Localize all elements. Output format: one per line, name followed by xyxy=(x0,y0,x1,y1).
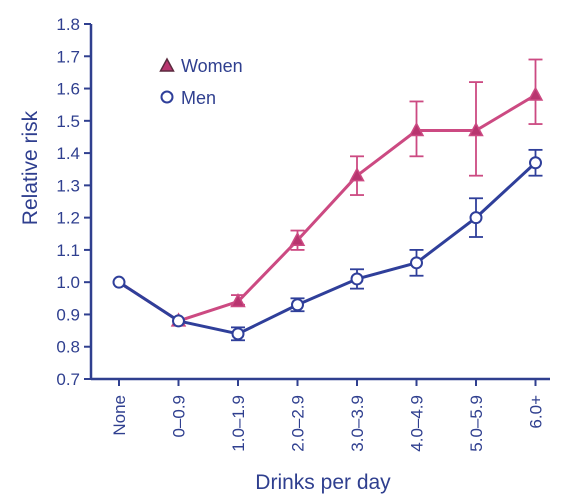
plot-area xyxy=(112,58,544,342)
men-data-point xyxy=(469,211,483,225)
y-tick-label: 1.3 xyxy=(56,176,80,195)
legend-item-men: Men xyxy=(160,88,216,108)
y-tick-label: 1.5 xyxy=(56,112,80,131)
x-tick-label: 5.0–5.9 xyxy=(467,395,486,452)
y-tick-label: 1.7 xyxy=(56,47,80,66)
y-axis-title: Relative risk xyxy=(19,110,42,225)
women-data-point xyxy=(230,292,246,308)
men-series xyxy=(112,148,543,342)
y-tick-label: 1.0 xyxy=(56,273,80,292)
y-tick-label: 1.4 xyxy=(56,144,80,163)
women-data-point xyxy=(349,167,365,182)
women-data-point xyxy=(408,121,425,137)
women-data-point xyxy=(289,231,306,246)
women-series xyxy=(118,58,544,327)
men-data-point xyxy=(112,275,126,289)
women-data-point xyxy=(468,121,484,137)
legend-label-men: Men xyxy=(181,88,216,108)
y-tick-label: 1.2 xyxy=(56,209,80,228)
y-tick-label: 1.8 xyxy=(56,15,80,34)
legend: Women Men xyxy=(159,56,243,108)
men-data-point xyxy=(410,256,423,270)
women-triangle-icon xyxy=(159,57,175,72)
x-tick-label: 4.0–4.9 xyxy=(408,395,427,452)
y-tick-label: 1.6 xyxy=(56,80,80,99)
men-data-point xyxy=(529,156,542,170)
y-tick-label: 0.8 xyxy=(56,338,80,357)
legend-label-women: Women xyxy=(181,56,243,76)
men-data-point xyxy=(172,314,185,328)
x-tick-label: 3.0–3.9 xyxy=(348,395,367,452)
x-tick-label: None xyxy=(110,395,129,436)
y-tick-label: 0.9 xyxy=(56,305,80,324)
women-line xyxy=(118,93,537,323)
x-axis-title: Drinks per day xyxy=(255,471,391,494)
women-data-point xyxy=(527,86,544,101)
legend-item-women: Women xyxy=(159,56,243,76)
men-data-point xyxy=(291,298,304,312)
x-tick-label: 1.0–1.9 xyxy=(229,395,248,452)
x-tick-label: 2.0–2.9 xyxy=(289,395,308,452)
y-tick-label: 1.1 xyxy=(56,241,80,260)
x-tick-label: 0–0.9 xyxy=(170,395,189,438)
men-line xyxy=(118,161,537,336)
y-tick-label: 0.7 xyxy=(56,370,80,389)
x-tick-label: 6.0+ xyxy=(527,395,546,429)
y-ticks: 0.7 0.8 0.9 1.0 1.1 1.2 1.3 1.4 1.5 1.6 1.7 1.8 xyxy=(56,15,91,389)
men-circle-icon xyxy=(160,90,174,104)
men-data-point xyxy=(231,327,245,341)
axes xyxy=(89,24,550,381)
men-data-point xyxy=(350,272,364,286)
x-ticks: None 0–0.9 1.0–1.9 2.0–2.9 3.0–3.9 4.0–4.9 5.0… xyxy=(110,379,546,452)
